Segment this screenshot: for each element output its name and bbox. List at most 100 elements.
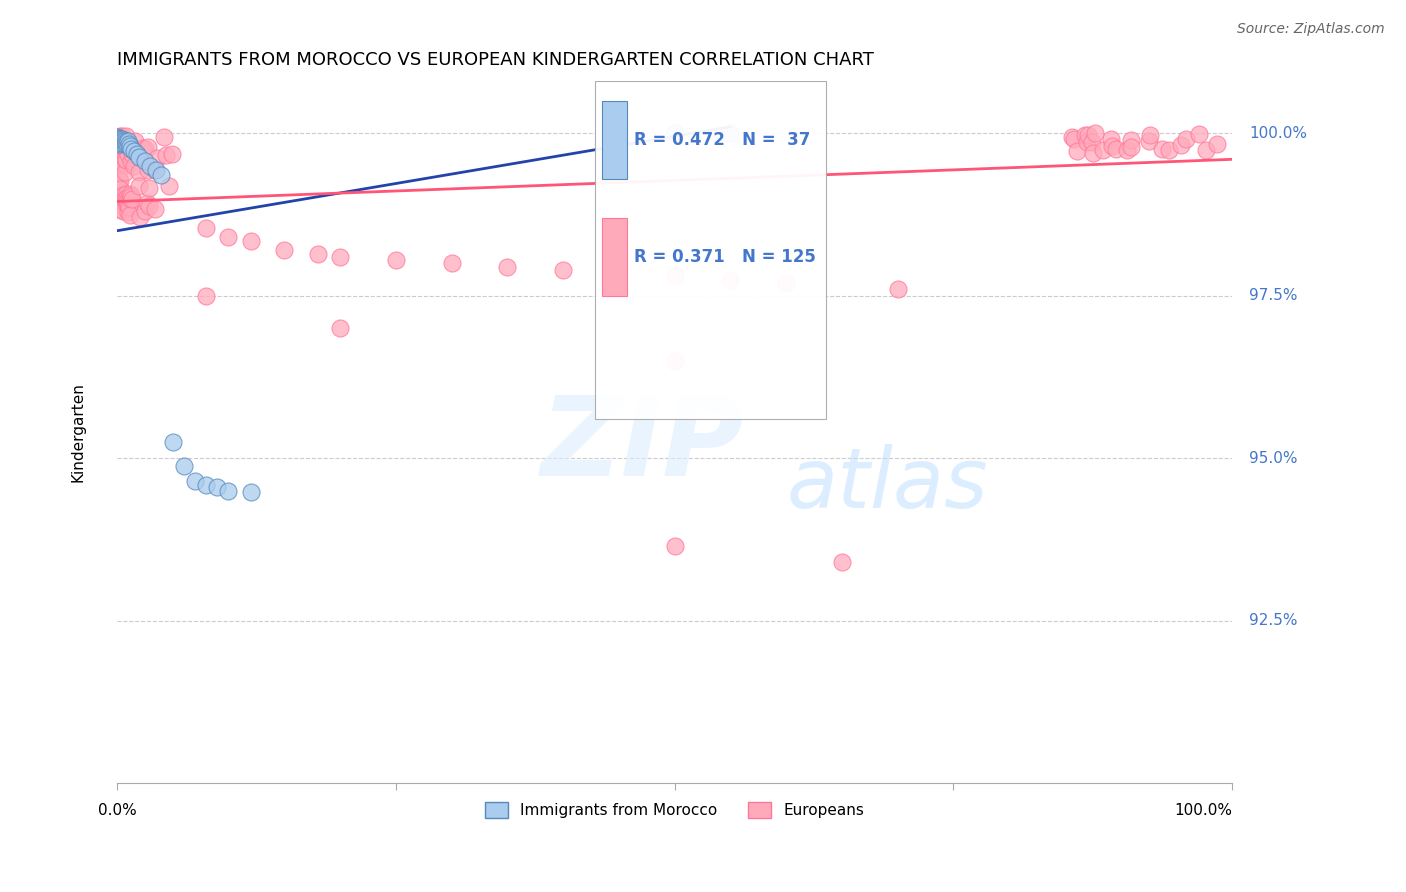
Point — [120, 189, 142, 203]
Point — [115, 153, 138, 167]
Point — [1081, 135, 1104, 149]
Point — [329, 321, 352, 335]
Point — [1091, 143, 1114, 157]
Point — [108, 200, 131, 214]
Point — [136, 140, 159, 154]
Point — [108, 172, 131, 186]
Point — [239, 485, 262, 500]
Point — [307, 246, 329, 260]
Point — [1139, 128, 1161, 142]
Point — [107, 202, 129, 216]
Point — [115, 192, 138, 206]
Point — [128, 179, 150, 194]
Point — [110, 136, 132, 150]
Point — [107, 199, 129, 213]
Point — [664, 126, 686, 140]
Point — [121, 192, 143, 206]
Point — [110, 135, 132, 149]
Point — [160, 146, 183, 161]
Point — [162, 434, 184, 449]
Text: 97.5%: 97.5% — [1249, 288, 1298, 303]
Point — [831, 555, 853, 569]
Point — [108, 196, 131, 211]
Point — [1099, 132, 1122, 146]
Point — [120, 139, 142, 153]
Point — [110, 129, 132, 144]
Point — [114, 129, 136, 144]
FancyBboxPatch shape — [595, 81, 827, 419]
Point — [107, 180, 129, 194]
Point — [1206, 136, 1229, 151]
Point — [110, 202, 132, 216]
Point — [134, 204, 156, 219]
Point — [145, 163, 167, 178]
Text: ZIP: ZIP — [541, 392, 744, 499]
Legend: Immigrants from Morocco, Europeans: Immigrants from Morocco, Europeans — [479, 797, 870, 824]
Point — [138, 163, 160, 178]
Text: IMMIGRANTS FROM MOROCCO VS EUROPEAN KINDERGARTEN CORRELATION CHART: IMMIGRANTS FROM MOROCCO VS EUROPEAN KIND… — [117, 51, 873, 69]
Point — [384, 253, 406, 268]
Point — [1188, 128, 1211, 142]
Point — [112, 156, 135, 170]
Point — [108, 194, 131, 208]
Point — [139, 159, 162, 173]
Point — [1157, 144, 1180, 158]
Point — [120, 208, 142, 222]
Point — [108, 129, 131, 144]
Point — [114, 164, 136, 178]
Text: R = 0.371   N = 125: R = 0.371 N = 125 — [634, 248, 817, 266]
Point — [107, 137, 129, 152]
Point — [1115, 143, 1137, 157]
Point — [114, 187, 136, 202]
Point — [128, 165, 150, 179]
Point — [107, 191, 129, 205]
Point — [1195, 143, 1218, 157]
Text: Kindergarten: Kindergarten — [70, 383, 86, 483]
Point — [120, 192, 142, 206]
Point — [117, 134, 139, 148]
Point — [155, 147, 177, 161]
Point — [117, 195, 139, 210]
Point — [1074, 128, 1097, 142]
Point — [129, 210, 152, 224]
Point — [1119, 140, 1142, 154]
Text: 100.0%: 100.0% — [1174, 803, 1232, 818]
Point — [718, 126, 741, 140]
Point — [128, 150, 150, 164]
Point — [108, 174, 131, 188]
Point — [440, 256, 463, 270]
Point — [107, 129, 129, 144]
Point — [117, 194, 139, 208]
Point — [107, 134, 129, 148]
Point — [111, 194, 134, 209]
Point — [122, 144, 145, 158]
Point — [114, 152, 136, 166]
Point — [111, 131, 134, 145]
Point — [110, 132, 132, 146]
Text: atlas: atlas — [786, 443, 988, 524]
Point — [111, 203, 134, 218]
Point — [886, 282, 908, 296]
Point — [239, 234, 262, 248]
Point — [110, 199, 132, 213]
Point — [329, 250, 352, 264]
Point — [145, 163, 167, 178]
Point — [134, 142, 156, 156]
Point — [118, 136, 141, 151]
Point — [1170, 138, 1192, 153]
Point — [120, 187, 142, 202]
Point — [107, 133, 129, 147]
Point — [138, 198, 160, 212]
Point — [1060, 129, 1083, 144]
Point — [132, 141, 155, 155]
Point — [114, 136, 136, 151]
Point — [111, 134, 134, 148]
Point — [143, 202, 166, 217]
Point — [110, 139, 132, 153]
Point — [207, 480, 229, 494]
Point — [1174, 132, 1197, 146]
Point — [1084, 127, 1107, 141]
Point — [117, 147, 139, 161]
Point — [1076, 135, 1098, 149]
Point — [217, 230, 239, 244]
